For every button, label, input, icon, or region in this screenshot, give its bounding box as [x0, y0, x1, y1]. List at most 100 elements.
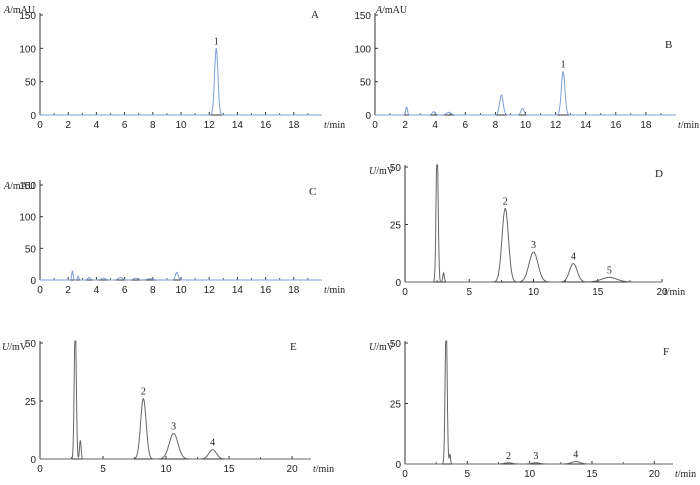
panel-label: E: [290, 341, 297, 353]
y-axis-unit-label: U/mV: [369, 166, 395, 177]
y-tick-label: 25: [390, 400, 402, 411]
y-tick-label: 100: [19, 213, 36, 224]
y-tick-label: 100: [354, 44, 371, 55]
y-tick-label: 0: [395, 460, 401, 471]
peak-label: 2: [506, 451, 511, 462]
chromatogram-panel-f: 0 5 10 15 20 t/min 0 25 50U/mV F 2 3 4: [369, 339, 696, 480]
x-tick-label: 14: [232, 285, 244, 296]
x-tick-label: 10: [524, 469, 536, 480]
y-tick-label: 0: [30, 455, 36, 466]
y-axis-unit-label: A/mAU: [3, 181, 36, 192]
peak-label: 3: [171, 421, 176, 432]
x-axis-label: t/min: [664, 287, 685, 298]
signal-trace: [375, 71, 676, 116]
y-axis-unit-label: A/mAU: [3, 5, 36, 16]
x-tick-label: 4: [432, 120, 438, 131]
peak-label: 1: [561, 60, 566, 71]
x-tick-label: 10: [175, 285, 187, 296]
y-axis-unit-label: U/mV: [2, 342, 28, 353]
y-tick-label: 0: [30, 276, 36, 287]
signal-trace: [40, 340, 311, 460]
x-axis-label: t/min: [675, 469, 696, 480]
y-tick-label: 50: [25, 78, 37, 89]
y-tick-label: 150: [19, 181, 36, 192]
y-axis-unit-label: A/mAU: [375, 5, 408, 16]
panel-label: C: [309, 186, 316, 198]
x-tick-label: 18: [640, 120, 652, 131]
x-tick-label: 14: [232, 120, 244, 131]
x-tick-label: 8: [150, 120, 156, 131]
x-tick-label: 20: [656, 287, 668, 298]
x-tick-label: 15: [586, 469, 598, 480]
x-tick-label: 16: [260, 285, 272, 296]
x-tick-label: 6: [463, 120, 469, 131]
x-tick-label: 18: [288, 285, 300, 296]
x-tick-label: 20: [649, 469, 661, 480]
peak-label: 5: [607, 265, 612, 276]
signal-trace: [405, 340, 673, 465]
chromatogram-panel-d: 0 5 10 15 20t/min 0 25 50U/mV D 2 3 4 5: [369, 163, 685, 298]
y-tick-label: 25: [25, 397, 37, 408]
y-tick-label: 150: [19, 11, 36, 22]
x-axis-label: t/min: [324, 120, 345, 131]
x-tick-label: 0: [37, 120, 43, 131]
x-tick-label: 12: [204, 285, 216, 296]
x-tick-label: 8: [150, 285, 156, 296]
x-tick-label: 8: [493, 120, 499, 131]
x-axis-label: t/min: [324, 285, 345, 296]
y-tick-label: 50: [360, 78, 372, 89]
x-tick-label: 20: [287, 464, 299, 475]
x-tick-label: 14: [580, 120, 592, 131]
x-tick-label: 4: [94, 285, 100, 296]
peak-label: 1: [214, 36, 219, 47]
signal-trace: [405, 164, 662, 283]
x-tick-label: 15: [592, 287, 604, 298]
peak-label: 4: [571, 252, 576, 263]
y-tick-label: 50: [25, 339, 37, 350]
x-tick-label: 2: [65, 285, 71, 296]
peak-label: 4: [210, 438, 215, 449]
panel-label: B: [665, 39, 672, 51]
chromatogram-panel-e: 0 5 10 15 20 t/min 0 25 50U/mV E 2 3 4: [2, 339, 334, 475]
x-tick-label: 6: [122, 120, 128, 131]
x-tick-label: 0: [37, 464, 43, 475]
x-tick-label: 10: [528, 287, 540, 298]
y-tick-label: 50: [25, 244, 37, 255]
x-tick-label: 5: [466, 287, 472, 298]
y-tick-label: 50: [390, 163, 402, 174]
panel-label: A: [311, 9, 319, 21]
y-tick-label: 100: [19, 44, 36, 55]
x-tick-label: 16: [260, 120, 272, 131]
peak-label: 3: [533, 451, 538, 462]
y-tick-label: 150: [354, 11, 371, 22]
panel-label: F: [663, 346, 669, 358]
x-axis-label: t/min: [313, 464, 334, 475]
y-tick-label: 25: [390, 221, 402, 232]
x-tick-label: 12: [550, 120, 562, 131]
x-tick-label: 18: [288, 120, 300, 131]
x-tick-label: 16: [610, 120, 622, 131]
peak-label: 3: [531, 240, 536, 251]
y-axis-unit-label: U/mV: [369, 342, 395, 353]
peak-label: 4: [573, 450, 578, 461]
x-tick-label: 5: [465, 469, 471, 480]
y-tick-label: 0: [365, 111, 371, 122]
chromatogram-panel-b: 0 2 4 6 8 10 12 14 16 18 t/min 0 50 100 150 A/mAU B 1: [354, 5, 699, 131]
signal-trace: [40, 48, 322, 116]
x-tick-label: 6: [122, 285, 128, 296]
x-tick-label: 2: [402, 120, 408, 131]
x-tick-label: 5: [100, 464, 106, 475]
x-tick-label: 10: [520, 120, 532, 131]
y-tick-label: 0: [30, 111, 36, 122]
x-tick-label: 0: [402, 287, 408, 298]
x-tick-label: 4: [94, 120, 100, 131]
x-tick-label: 10: [160, 464, 172, 475]
peak-label: 2: [503, 196, 508, 207]
x-tick-label: 15: [224, 464, 236, 475]
peak-label: 2: [141, 387, 146, 398]
x-axis-label: t/min: [678, 120, 699, 131]
x-tick-label: 2: [65, 120, 71, 131]
